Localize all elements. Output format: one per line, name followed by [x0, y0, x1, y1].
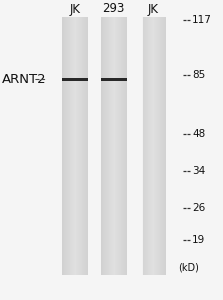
Bar — [158, 16, 159, 274]
Bar — [62, 16, 87, 274]
Bar — [107, 16, 108, 274]
Bar — [160, 16, 161, 274]
Bar — [63, 16, 64, 274]
Bar — [149, 16, 150, 274]
Bar — [143, 16, 144, 274]
Text: 48: 48 — [192, 129, 205, 140]
Bar — [102, 16, 103, 274]
Text: 19: 19 — [192, 235, 205, 245]
Bar — [162, 16, 163, 274]
Bar — [111, 16, 112, 274]
Bar — [125, 16, 126, 274]
Bar — [142, 16, 143, 274]
Bar — [124, 16, 125, 274]
Bar — [159, 16, 160, 274]
Bar — [110, 16, 111, 274]
Bar — [145, 16, 146, 274]
Bar — [71, 16, 72, 274]
Bar — [150, 16, 151, 274]
Bar — [69, 16, 70, 274]
Bar — [80, 16, 81, 274]
Bar — [103, 16, 104, 274]
Text: 293: 293 — [103, 2, 125, 16]
Text: (kD): (kD) — [178, 262, 199, 272]
Text: JK: JK — [69, 2, 80, 16]
Bar — [152, 16, 153, 274]
Bar — [62, 16, 63, 274]
Bar — [101, 16, 127, 274]
Bar — [81, 16, 82, 274]
Bar — [140, 16, 165, 274]
Bar — [122, 16, 123, 274]
Bar — [141, 16, 142, 274]
Bar — [85, 16, 86, 274]
Bar — [101, 16, 102, 274]
Bar — [161, 16, 162, 274]
Bar — [106, 16, 107, 274]
Bar — [77, 16, 78, 274]
Bar — [109, 16, 110, 274]
Text: 26: 26 — [192, 202, 205, 213]
Bar — [153, 16, 154, 274]
Bar — [83, 16, 84, 274]
Bar — [112, 16, 113, 274]
Bar — [67, 16, 68, 274]
Bar — [68, 16, 69, 274]
Text: 85: 85 — [192, 70, 205, 80]
Bar — [75, 16, 76, 274]
Bar — [76, 16, 77, 274]
Text: ARNT2: ARNT2 — [2, 73, 47, 86]
Bar — [78, 16, 79, 274]
Bar — [146, 16, 147, 274]
Bar — [101, 78, 127, 81]
Bar — [164, 16, 165, 274]
Bar — [70, 16, 71, 274]
Bar — [140, 16, 141, 274]
Bar — [82, 16, 83, 274]
Bar — [121, 16, 122, 274]
Bar — [84, 16, 85, 274]
Bar — [118, 16, 119, 274]
Bar — [73, 16, 74, 274]
Bar — [113, 16, 114, 274]
Bar — [157, 16, 158, 274]
Bar — [147, 16, 148, 274]
Bar — [151, 16, 152, 274]
Text: 117: 117 — [192, 15, 212, 26]
Bar — [123, 16, 124, 274]
Bar — [160, 16, 161, 274]
Text: 34: 34 — [192, 166, 205, 176]
Bar — [64, 16, 65, 274]
Bar — [66, 16, 67, 274]
Bar — [65, 16, 66, 274]
Bar — [72, 16, 73, 274]
Bar — [86, 16, 87, 274]
Bar — [144, 16, 145, 274]
Bar — [104, 16, 105, 274]
Bar — [119, 16, 120, 274]
Bar — [62, 78, 87, 81]
Bar — [155, 16, 156, 274]
Bar — [126, 16, 127, 274]
Bar — [117, 16, 118, 274]
Bar — [108, 16, 109, 274]
Bar — [154, 16, 155, 274]
Bar — [114, 16, 115, 274]
Bar — [156, 16, 157, 274]
Bar — [148, 16, 149, 274]
Bar — [74, 16, 75, 274]
Text: JK: JK — [147, 2, 158, 16]
Bar — [115, 16, 116, 274]
Bar — [79, 16, 80, 274]
Bar — [163, 16, 164, 274]
Bar — [105, 16, 106, 274]
Bar — [120, 16, 121, 274]
Bar — [116, 16, 117, 274]
